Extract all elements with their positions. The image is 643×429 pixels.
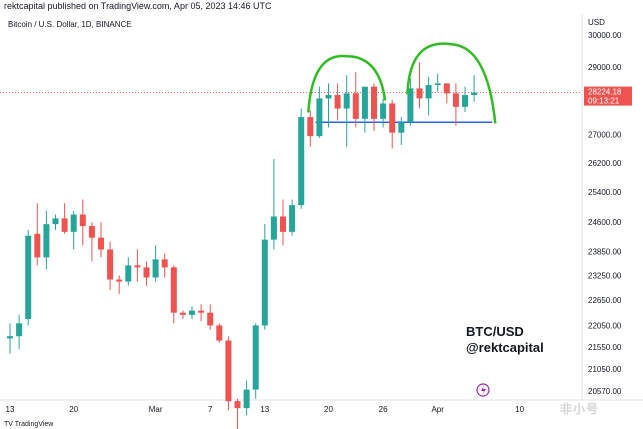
candle-body xyxy=(143,267,150,278)
lightning-icon-glyph xyxy=(481,385,486,395)
candle-body xyxy=(107,249,114,280)
price-tick-label: 24600.00 xyxy=(588,218,622,227)
candle-body xyxy=(380,103,387,119)
candle-body xyxy=(170,267,177,313)
candle-body xyxy=(443,83,450,94)
candle-body xyxy=(161,259,168,268)
candle-body xyxy=(70,214,77,232)
price-tick-label: 23250.00 xyxy=(588,271,622,280)
candle-body xyxy=(43,224,50,258)
arc-annotations xyxy=(307,42,497,124)
candle-body xyxy=(16,323,23,337)
last-price-badge xyxy=(584,86,632,106)
candle-body xyxy=(398,122,405,133)
candle-body xyxy=(98,237,104,250)
candle-body xyxy=(307,117,314,137)
candle-body xyxy=(79,214,86,227)
symbol-title: Bitcoin / U.S. Dollar, 1D, BINANCE xyxy=(8,20,132,29)
arc-right xyxy=(406,42,497,124)
candle-body xyxy=(216,325,223,341)
time-tick-label: 10 xyxy=(515,405,524,414)
candle-body xyxy=(361,86,368,119)
candle-body xyxy=(34,233,41,258)
arc-left xyxy=(307,54,387,113)
candle-body xyxy=(316,98,323,137)
candle-body xyxy=(270,216,277,240)
price-tick-label: 22650.00 xyxy=(588,296,622,305)
price-tick-label: 22050.00 xyxy=(588,321,622,330)
price-tick-label: 21050.00 xyxy=(588,365,622,374)
candle-body xyxy=(280,216,286,232)
candle-body xyxy=(462,95,468,107)
countdown-label: 09:13:21 xyxy=(588,97,620,106)
price-axis: USD30000.0029000.0028000.0027000.0026200… xyxy=(584,18,632,396)
candle-body xyxy=(152,259,159,278)
watermark: 非小号 xyxy=(560,402,600,416)
candle-body xyxy=(7,336,13,339)
currency-label: USD xyxy=(588,18,605,27)
candle-body xyxy=(234,401,241,409)
candles-group xyxy=(7,62,478,429)
time-tick-label: 7 xyxy=(208,405,213,414)
gridlines xyxy=(0,14,643,401)
time-tick-label: 26 xyxy=(379,405,388,414)
candle-body xyxy=(225,340,232,402)
lightning-icon xyxy=(476,383,490,397)
candle-body xyxy=(407,88,414,123)
candle-body xyxy=(179,312,186,315)
time-tick-label: 13 xyxy=(260,405,269,414)
candle-body xyxy=(189,310,195,315)
annotation-group: BTC/USD@rektcapital xyxy=(466,324,544,397)
candle-body xyxy=(452,93,459,107)
candle-body xyxy=(352,93,359,119)
candle-body xyxy=(325,95,332,99)
time-axis: 13 20 Mar 7 13 20 26 Apr 10 xyxy=(6,405,525,414)
time-tick-label: 20 xyxy=(69,405,78,414)
candle-body xyxy=(371,86,377,119)
candle-body xyxy=(252,325,259,390)
candle-body xyxy=(125,265,132,282)
candle-body xyxy=(389,103,396,133)
price-tick-label: 27000.00 xyxy=(588,130,622,139)
price-tick-label: 29000.00 xyxy=(588,63,622,72)
annotation-text: BTC/USD xyxy=(466,324,524,339)
price-tick-label: 23850.00 xyxy=(588,247,622,256)
price-tick-label: 30000.00 xyxy=(588,31,622,40)
annotation-text: @rektcapital xyxy=(466,340,544,355)
candle-body xyxy=(52,218,59,225)
time-tick-label: 20 xyxy=(324,405,333,414)
candle-body xyxy=(88,226,95,238)
candle-body xyxy=(425,85,432,99)
time-tick-label: Mar xyxy=(149,405,163,414)
candle-body xyxy=(198,310,205,313)
price-tick-label: 26200.00 xyxy=(588,159,622,168)
candle-body xyxy=(261,239,268,326)
candle-body xyxy=(207,312,214,326)
candle-body xyxy=(243,389,250,409)
candle-body xyxy=(25,235,32,320)
candle-body xyxy=(298,117,305,206)
candle-body xyxy=(471,92,478,96)
candle-body xyxy=(134,265,141,268)
candle-body xyxy=(289,205,296,232)
price-tick-label: 21550.00 xyxy=(588,343,622,352)
publisher-line: rektcapital published on TradingView.com… xyxy=(4,1,272,11)
candle-body xyxy=(334,95,341,109)
price-tick-label: 25400.00 xyxy=(588,188,622,197)
price-tick-label: 20570.00 xyxy=(588,387,622,396)
candle-body xyxy=(416,88,423,99)
candle-body xyxy=(343,93,350,109)
time-tick-label: Apr xyxy=(431,405,444,414)
candle-body xyxy=(116,279,123,282)
last-price-label: 28224.18 xyxy=(588,88,622,97)
candle-body xyxy=(434,83,441,86)
candle-body xyxy=(61,218,68,232)
time-tick-label: 13 xyxy=(6,405,15,414)
tradingview-logo: TV TradingView xyxy=(4,421,54,428)
